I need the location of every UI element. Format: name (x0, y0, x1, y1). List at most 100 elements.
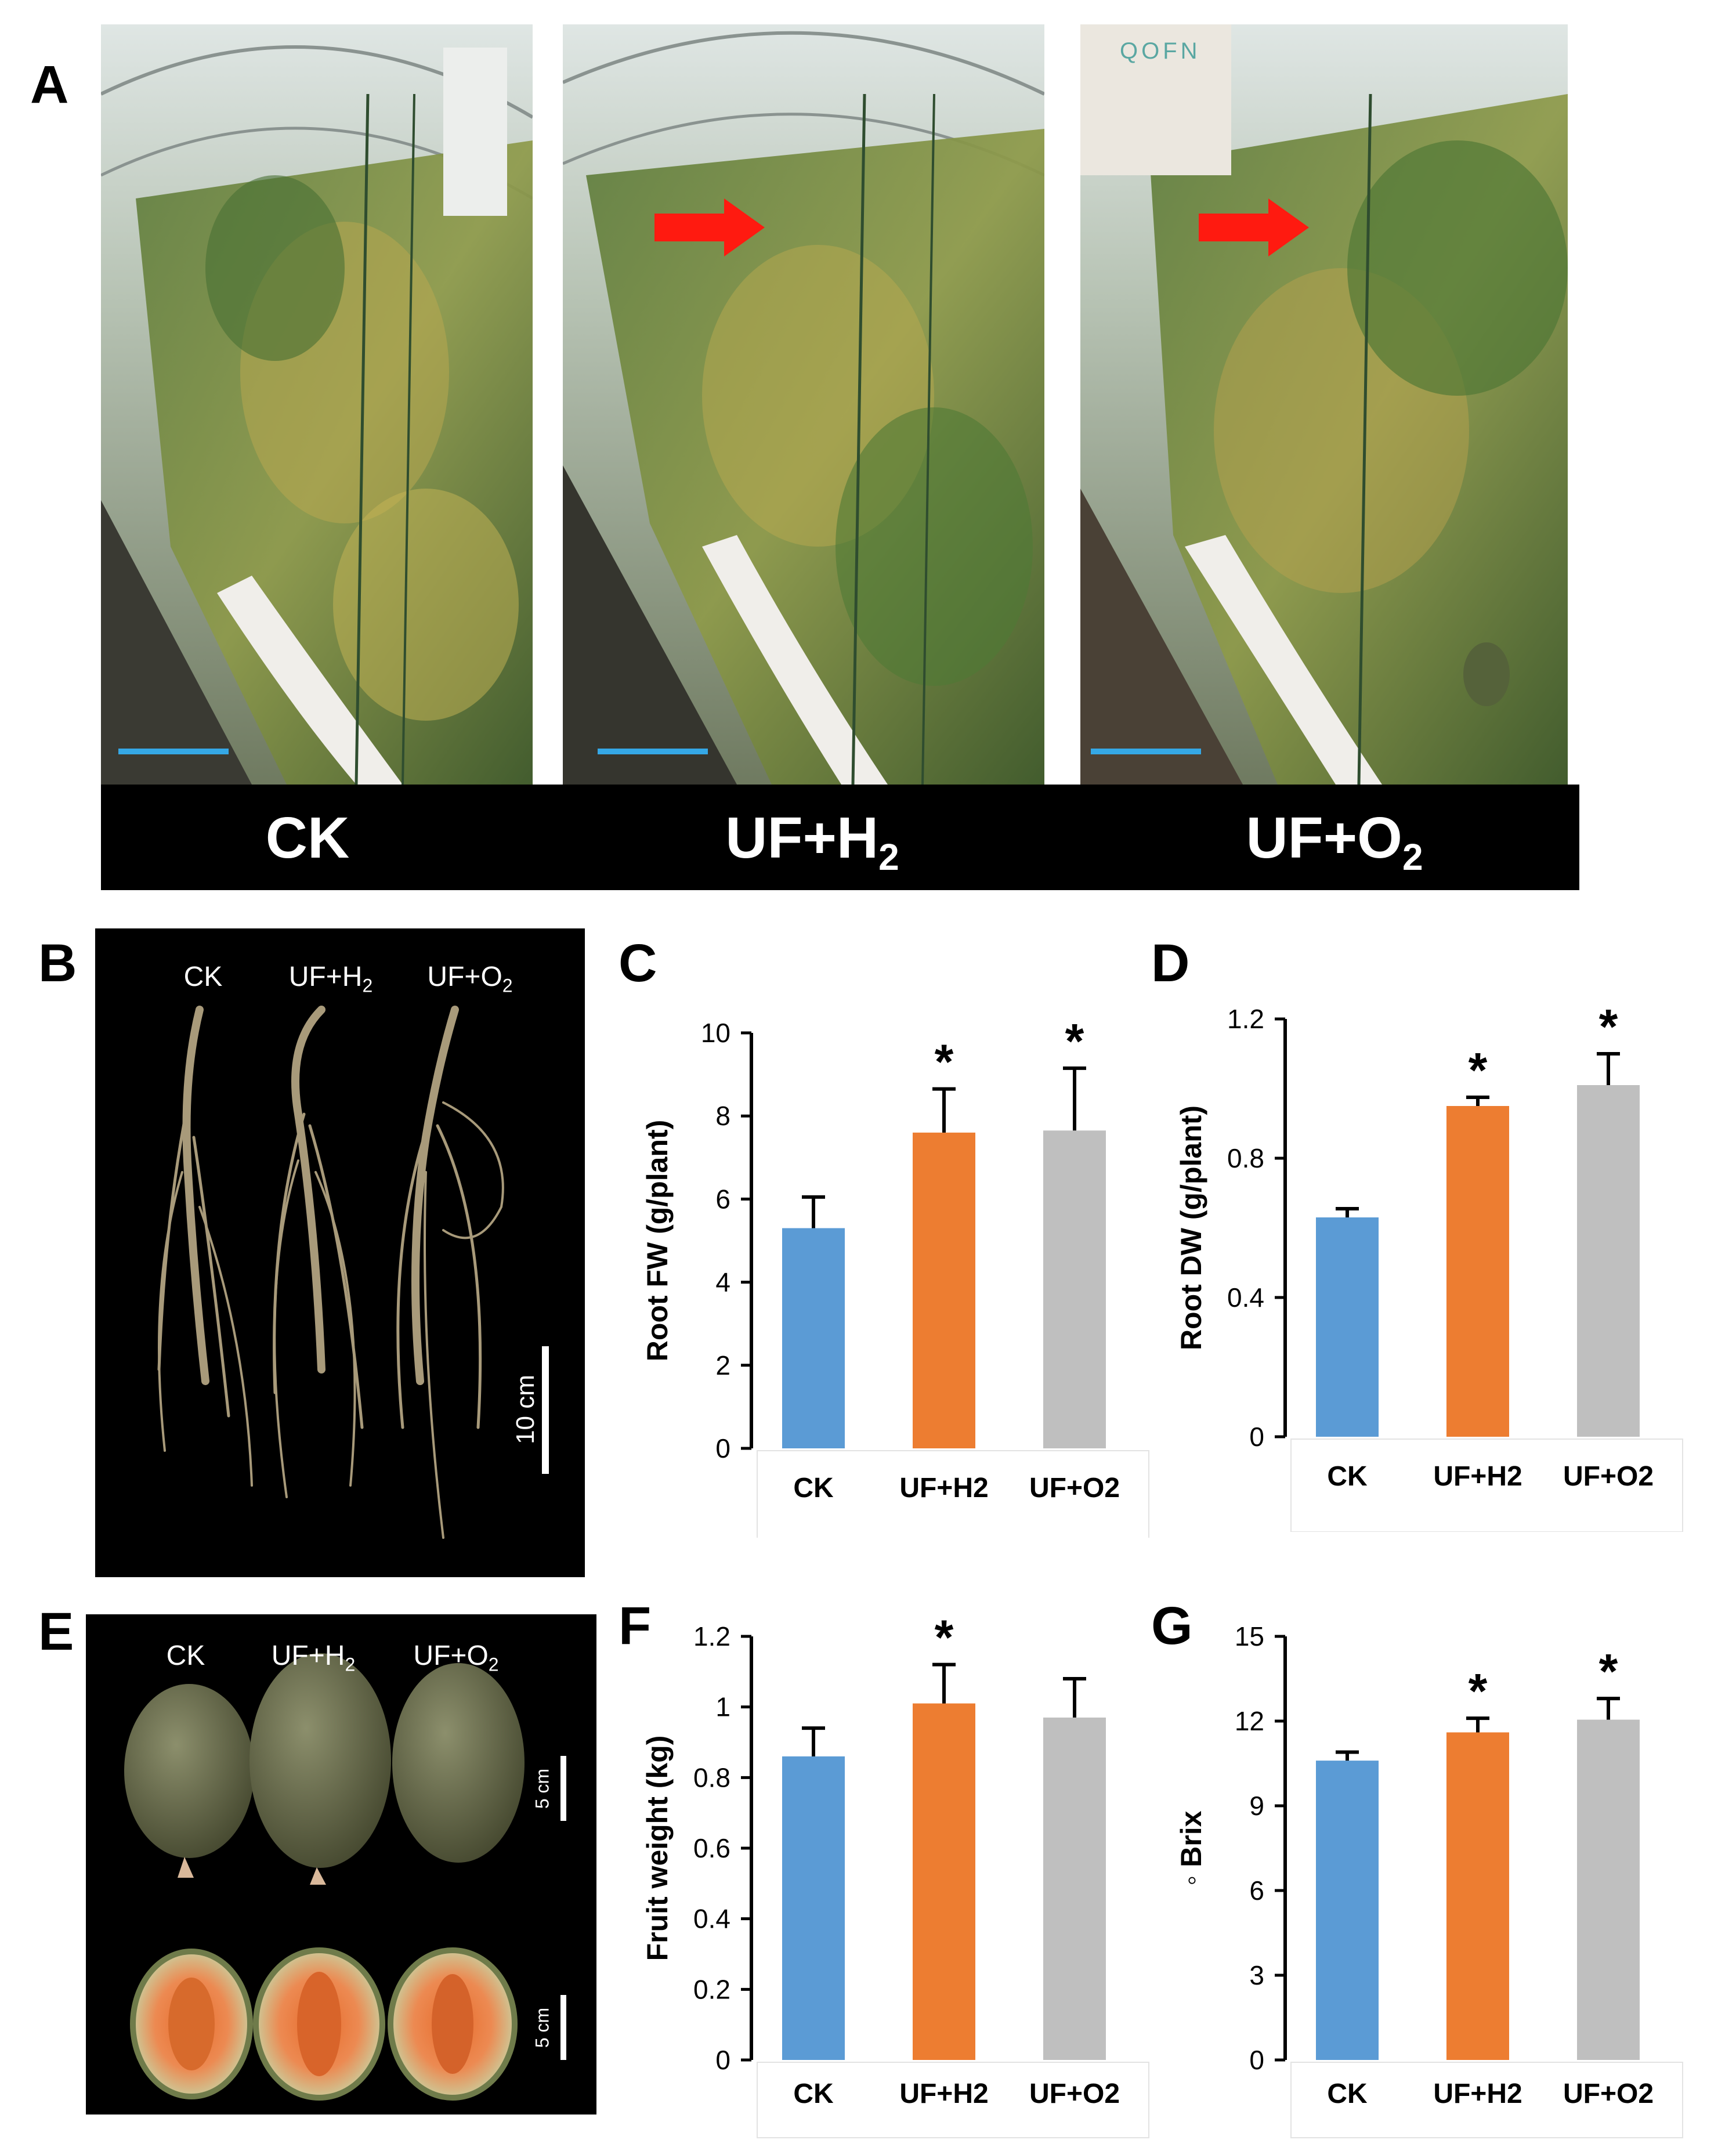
significance-mark: * (1469, 1043, 1488, 1097)
bar (1043, 1130, 1106, 1448)
fruit-scale-bar-top (560, 1756, 566, 1821)
category-label: UF+O2 (1029, 2079, 1120, 2109)
root-fw-chart: 0 2 4 6 8 10 Root FW (g/plant) CK * UF+H2 * UF+O2 (641, 1014, 1149, 1538)
significance-mark: * (1469, 1664, 1488, 1718)
treatment-label-text: UF+O (1246, 805, 1402, 870)
treatment-label-uf-h2: UF+H2 (719, 809, 905, 876)
category-label-box (757, 2062, 1149, 2138)
y-tick-label: 1.2 (693, 1621, 730, 1651)
treatment-label-text: UF+H (725, 805, 879, 870)
panel-c-letter: C (619, 934, 657, 993)
category-label: CK (793, 2079, 834, 2109)
scale-bar-uf-o2 (1091, 749, 1201, 754)
y-tick-label: 15 (1235, 1621, 1264, 1651)
fruit-weight-chart: 0 0.2 0.4 0.6 0.8 1 1.2 Fruit weight (kg) CK * UF+… (641, 1610, 1149, 2138)
bar (1446, 1106, 1509, 1437)
bar (1316, 1761, 1379, 2060)
y-tick-label: 6 (1249, 1875, 1264, 1906)
bar (1446, 1732, 1509, 2060)
y-axis-label: Fruit weight (kg) (641, 1736, 674, 1961)
category-label: UF+H2 (899, 1473, 988, 1503)
fruit-label-text: CK (166, 1640, 205, 1671)
bar (913, 1703, 975, 2060)
category-label: CK (1327, 1461, 1368, 1492)
scale-bar-uf-h2 (598, 749, 708, 754)
category-label: UF+O2 (1563, 2079, 1654, 2109)
y-tick-label: 0.8 (693, 1762, 730, 1792)
panel-a-label-bar (101, 785, 1579, 890)
root-label-ck: CK (168, 963, 238, 991)
fruit-label-subscript: 2 (488, 1654, 499, 1675)
bar (782, 1228, 845, 1448)
y-axis-label: ◦ Brix (1175, 1810, 1207, 1885)
greenhouse-photo-uf-h2 (563, 24, 1044, 785)
significance-mark: * (1065, 1014, 1084, 1068)
y-tick-label: 10 (701, 1018, 730, 1048)
category-label: UF+O2 (1029, 1473, 1120, 1503)
fruit-photo (86, 1614, 596, 2115)
y-tick-label: 0 (1249, 1422, 1264, 1452)
y-axis-label: Root DW (g/plant) (1175, 1105, 1207, 1350)
category-label-box (1290, 1438, 1683, 1532)
y-tick-label: 0.4 (1227, 1282, 1264, 1313)
red-arrow-icon (654, 198, 765, 256)
bar (782, 1756, 845, 2060)
significance-mark: * (935, 1610, 954, 1665)
panel-d-letter: D (1151, 934, 1190, 993)
panel-f-letter: F (619, 1596, 652, 1656)
category-label: UF+H2 (1433, 2079, 1522, 2109)
category-label: CK (793, 1473, 834, 1503)
treatment-label-subscript: 2 (878, 836, 899, 878)
root-label-text: UF+H (288, 962, 363, 992)
bar (1316, 1217, 1379, 1437)
root-photo (95, 928, 585, 1577)
y-tick-label: 4 (715, 1267, 730, 1297)
fruit-photo-graphic (124, 1653, 525, 2101)
y-tick-label: 2 (715, 1350, 730, 1380)
root-scale-label: 10 cm (511, 1375, 540, 1444)
root-photo-graphic (157, 1006, 504, 1539)
treatment-label-subscript: 2 (1402, 836, 1423, 878)
panel-b-letter: B (38, 934, 77, 993)
greenhouse-photo-uf-o2-graphic (1080, 24, 1568, 785)
root-label-uf-h2: UF+H2 (273, 963, 389, 995)
root-label-subscript: 2 (502, 975, 513, 996)
y-tick-label: 0.2 (693, 1974, 730, 2004)
root-label-uf-o2: UF+O2 (412, 963, 528, 995)
panel-a-letter: A (30, 55, 69, 114)
y-tick-label: 3 (1249, 1960, 1264, 1990)
scale-bar-ck (118, 749, 229, 754)
category-label: UF+O2 (1563, 1461, 1654, 1492)
y-tick-label: 0 (715, 1433, 730, 1463)
category-label-box (757, 1450, 1149, 1538)
treatment-label-uf-o2: UF+O2 (1242, 809, 1427, 876)
fruit-label-subscript: 2 (345, 1654, 356, 1675)
y-tick-label: 1 (715, 1692, 730, 1722)
category-label: UF+H2 (1433, 1461, 1522, 1492)
greenhouse-photo-ck (101, 24, 533, 785)
category-label: CK (1327, 2079, 1368, 2109)
y-tick-label: 0.8 (1227, 1143, 1264, 1173)
bar (1043, 1717, 1106, 2060)
red-arrow-icon (1199, 198, 1309, 256)
y-tick-label: 0.6 (693, 1833, 730, 1863)
significance-mark: * (1599, 1644, 1618, 1698)
bar (1577, 1085, 1640, 1437)
treatment-label-ck: CK (249, 809, 366, 867)
fruit-scale-label-bottom: 5 cm (531, 2007, 553, 2048)
significance-mark: * (1599, 999, 1618, 1054)
y-tick-label: 6 (715, 1184, 730, 1214)
treatment-label-text: CK (265, 805, 350, 870)
greenhouse-photo-uf-h2-graphic (563, 24, 1044, 785)
y-tick-label: 0.4 (693, 1904, 730, 1934)
root-dw-chart: 0 0.4 0.8 1.2 Root DW (g/plant) CK * UF+H2 * UF+O… (1175, 999, 1683, 1532)
fruit-label-uf-o2: UF+O2 (398, 1642, 514, 1674)
greenhouse-photo-ck-graphic (101, 24, 533, 785)
root-label-text: CK (183, 962, 223, 992)
device-label: QOFN (1120, 38, 1201, 64)
y-tick-label: 0 (715, 2045, 730, 2075)
y-tick-label: 0 (1249, 2045, 1264, 2075)
panel-e-letter: E (38, 1602, 74, 1661)
y-tick-label: 8 (715, 1101, 730, 1131)
y-tick-label: 12 (1235, 1706, 1264, 1736)
